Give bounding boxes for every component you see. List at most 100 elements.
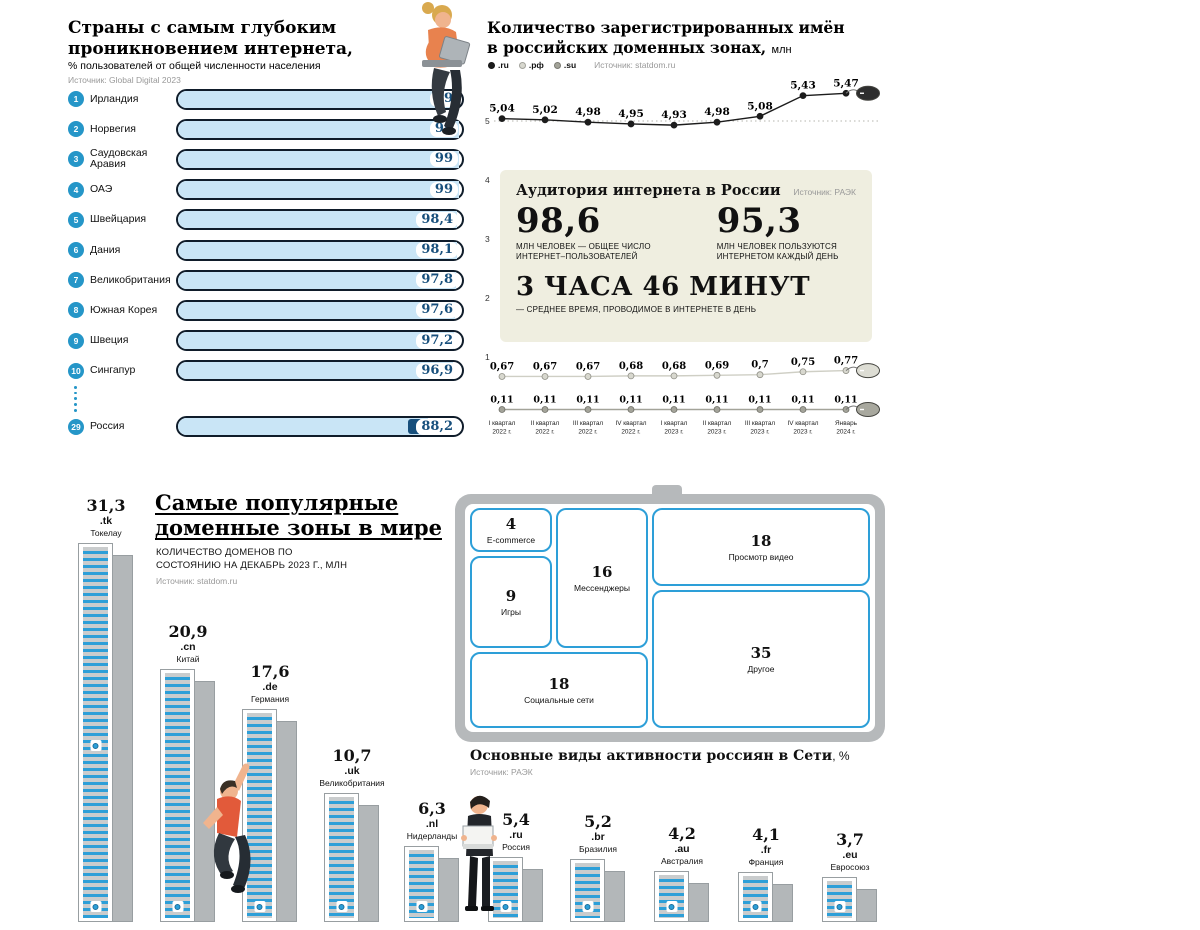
- tower-label: 20,9 .cn Китай: [147, 622, 229, 664]
- country-label: Швейцария: [90, 213, 147, 226]
- tower-value: 17,6: [250, 662, 290, 681]
- audience-time-value: 3 ЧАСА 46 МИНУТ: [516, 272, 811, 303]
- server-front: [324, 793, 359, 922]
- country-row: 3 Саудовская Аравия 99: [68, 144, 464, 174]
- tower-country: Китай: [176, 654, 200, 664]
- server-port-icon: [172, 901, 183, 912]
- x-tick: III квартал 2023 г.: [745, 420, 776, 436]
- bar-track: 97,8: [176, 269, 464, 291]
- treemap-value: 18: [548, 675, 570, 693]
- tower-value: 20,9: [168, 622, 208, 641]
- server-front: [160, 669, 195, 922]
- domain-zone-tower: 17,6 .de Германия: [242, 662, 300, 922]
- server-front: [78, 543, 113, 922]
- legend-dot-icon: [553, 61, 561, 69]
- treemap-label: E-commerce: [486, 535, 536, 545]
- bar-track: 88,2: [176, 416, 464, 438]
- bar-value: 98,1: [416, 242, 458, 259]
- tower-tld: .cn: [180, 641, 196, 653]
- point-label: 0,67: [576, 361, 600, 372]
- country-label: Дания: [90, 243, 121, 256]
- domains-legend: .ru .рф .su Источник: statdom.ru: [488, 60, 675, 70]
- point-label: 0,69: [705, 360, 729, 371]
- server-port-icon: [582, 901, 593, 912]
- bar-fill: [178, 362, 454, 380]
- tower-tld: .tk: [99, 515, 113, 527]
- bar-value: 97,2: [416, 332, 458, 349]
- country-row: 7 Великобритания 97,8: [68, 265, 464, 295]
- zones-source: Источник: statdom.ru: [156, 576, 238, 586]
- server-front: [242, 709, 277, 922]
- penetration-title-line2: проникновением интернета,: [68, 38, 353, 59]
- point-label: 0,68: [619, 361, 643, 372]
- point-label: 0,68: [662, 361, 686, 372]
- treemap-box-social: 18 Социальные сети: [470, 652, 648, 728]
- bar-value: 99: [429, 91, 458, 108]
- tower-tld: .au: [674, 843, 690, 855]
- country-row: 10 Сингапур 96,9: [68, 356, 464, 386]
- server-front: [488, 857, 523, 922]
- country-label: Великобритания: [90, 273, 171, 286]
- tower-value: 10,7: [332, 746, 372, 765]
- tower-tld: .eu: [842, 849, 858, 861]
- y-tick: 5: [485, 116, 490, 126]
- server-port-icon: [666, 901, 677, 912]
- bar-track: 98,4: [176, 209, 464, 231]
- server-port-icon: [254, 901, 265, 912]
- rank-badge: 5: [68, 211, 84, 228]
- activity-title-unit: , %: [832, 749, 850, 763]
- y-tick: 2: [485, 293, 490, 303]
- treemap-value: 35: [750, 644, 772, 662]
- point-label: 5,02: [532, 104, 558, 116]
- treemap-label: Просмотр видео: [728, 552, 794, 562]
- server-front: [738, 872, 773, 922]
- rank-badge: 6: [68, 242, 84, 259]
- penetration-title-line1: Страны с самым глубоким: [68, 18, 337, 38]
- treemap-value: 18: [750, 532, 772, 550]
- tower-label: 4,1 .fr Франция: [725, 825, 807, 867]
- x-tick: I квартал 2023 г.: [661, 420, 688, 436]
- bar-track: 99: [176, 179, 464, 201]
- domain-zone-tower: 5,4 .ru Россия: [488, 810, 546, 922]
- country-label: Ирландия: [90, 92, 139, 105]
- treemap-box-video: 18 Просмотр видео: [652, 508, 870, 586]
- point-label: 5,08: [747, 100, 773, 112]
- mouse-icon: [845, 85, 880, 101]
- x-tick: II квартал 2022 г.: [531, 420, 560, 436]
- bar-track: 99: [176, 148, 464, 170]
- tower-tld: .ru: [509, 829, 523, 841]
- bar-fill: [178, 181, 460, 199]
- bar-track: 98,1: [176, 239, 464, 261]
- bar-track: 97,2: [176, 330, 464, 352]
- rank-badge: 2: [68, 121, 84, 138]
- legend-item: .рф: [518, 60, 544, 70]
- domain-zone-tower: 3,7 .eu Евросоюз: [822, 830, 880, 922]
- x-tick: Январь 2024 г.: [835, 420, 858, 436]
- country-label: Норвегия: [90, 122, 136, 135]
- zones-subtitle: КОЛИЧЕСТВО ДОМЕНОВ ПО СОСТОЯНИЮ НА ДЕКАБ…: [156, 547, 348, 572]
- tower-label: 5,2 .br Бразилия: [557, 812, 639, 854]
- zones-tower-chart: 31,3 .tk Токелау 20,9 .cn Китай 17,6 .de Германи…: [60, 478, 920, 922]
- treemap-label: Игры: [500, 607, 522, 617]
- point-label: 0,77: [834, 356, 858, 367]
- y-tick: 3: [485, 234, 490, 244]
- country-row: 1 Ирландия 99: [68, 84, 464, 114]
- treemap-box-messengers: 16 Мессенджеры: [556, 508, 648, 648]
- domains-title-line2: в российских доменных зонах,: [487, 37, 767, 57]
- tower-label: 4,2 .au Австралия: [641, 824, 723, 866]
- audience-source: Источник: РАЭК: [793, 187, 856, 197]
- y-tick: 4: [485, 175, 490, 185]
- bar-value: 99: [429, 121, 458, 138]
- country-row: 2 Норвегия 99: [68, 114, 464, 144]
- tower-country: Великобритания: [319, 778, 385, 788]
- tower-value: 31,3: [86, 496, 126, 515]
- bar-fill: [178, 301, 456, 319]
- tower-tld: .fr: [760, 844, 772, 856]
- rank-ellipsis: [68, 385, 464, 412]
- tower-tld: .nl: [425, 818, 439, 830]
- rank-badge: 3: [68, 151, 84, 168]
- audience-box: Аудитория интернета в России Источник: Р…: [500, 170, 872, 342]
- audience-total-caption: МЛН ЧЕЛОВЕК — ОБЩЕЕ ЧИСЛО ИНТЕРНЕТ–ПОЛЬЗ…: [516, 241, 651, 262]
- point-label: 0,11: [791, 395, 814, 406]
- tower-label: 10,7 .uk Великобритания: [311, 746, 393, 788]
